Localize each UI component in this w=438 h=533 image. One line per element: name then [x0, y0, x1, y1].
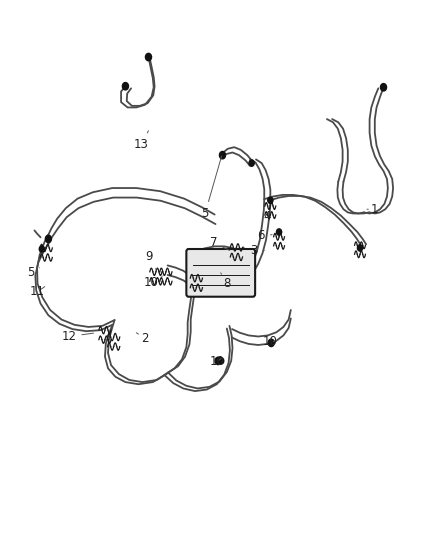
Circle shape [249, 160, 254, 166]
Circle shape [145, 53, 152, 61]
Circle shape [219, 151, 226, 159]
Circle shape [268, 339, 274, 346]
Circle shape [39, 246, 45, 252]
Text: 10: 10 [144, 276, 162, 289]
Circle shape [219, 358, 224, 364]
Circle shape [276, 229, 282, 235]
Text: 6: 6 [258, 229, 272, 242]
Circle shape [268, 197, 273, 204]
Text: 9: 9 [145, 251, 156, 269]
Text: 1: 1 [367, 203, 378, 216]
Text: 13: 13 [133, 131, 148, 151]
Text: 7: 7 [210, 236, 230, 251]
Circle shape [122, 83, 128, 90]
Circle shape [46, 235, 51, 243]
Text: 11: 11 [30, 286, 45, 298]
FancyBboxPatch shape [186, 249, 255, 297]
Text: 12: 12 [61, 330, 94, 343]
Text: 8: 8 [221, 273, 230, 290]
Circle shape [357, 245, 363, 251]
Text: 10: 10 [209, 356, 224, 368]
Text: 3: 3 [250, 244, 264, 257]
Circle shape [381, 84, 387, 91]
Text: 10: 10 [263, 335, 278, 348]
Text: 2: 2 [136, 332, 149, 344]
Text: 4: 4 [263, 209, 271, 223]
Circle shape [215, 357, 221, 365]
Text: 5: 5 [201, 156, 222, 220]
Text: 5: 5 [27, 266, 39, 279]
